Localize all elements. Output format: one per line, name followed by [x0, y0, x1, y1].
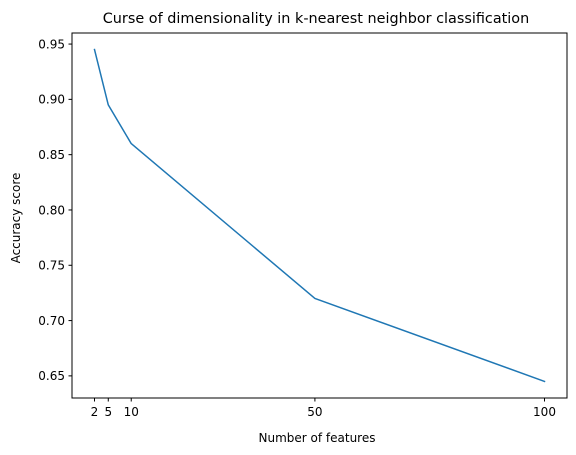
y-tick-label: 0.95	[38, 37, 65, 51]
chart-title: Curse of dimensionality in k-nearest nei…	[103, 11, 529, 27]
x-tick-label: 10	[124, 405, 139, 419]
y-axis-label: Accuracy score	[9, 173, 23, 264]
x-axis-label: Number of features	[259, 431, 376, 445]
y-tick-label: 0.80	[38, 203, 65, 217]
y-tick-label: 0.65	[38, 369, 65, 383]
y-tick-label: 0.70	[38, 314, 65, 328]
x-tick-label: 50	[307, 405, 322, 419]
x-tick-label: 5	[104, 405, 112, 419]
x-tick-label: 100	[533, 405, 556, 419]
x-tick-label: 2	[91, 405, 99, 419]
y-tick-label: 0.85	[38, 148, 65, 162]
y-tick-label: 0.90	[38, 93, 65, 107]
y-tick-label: 0.75	[38, 259, 65, 273]
